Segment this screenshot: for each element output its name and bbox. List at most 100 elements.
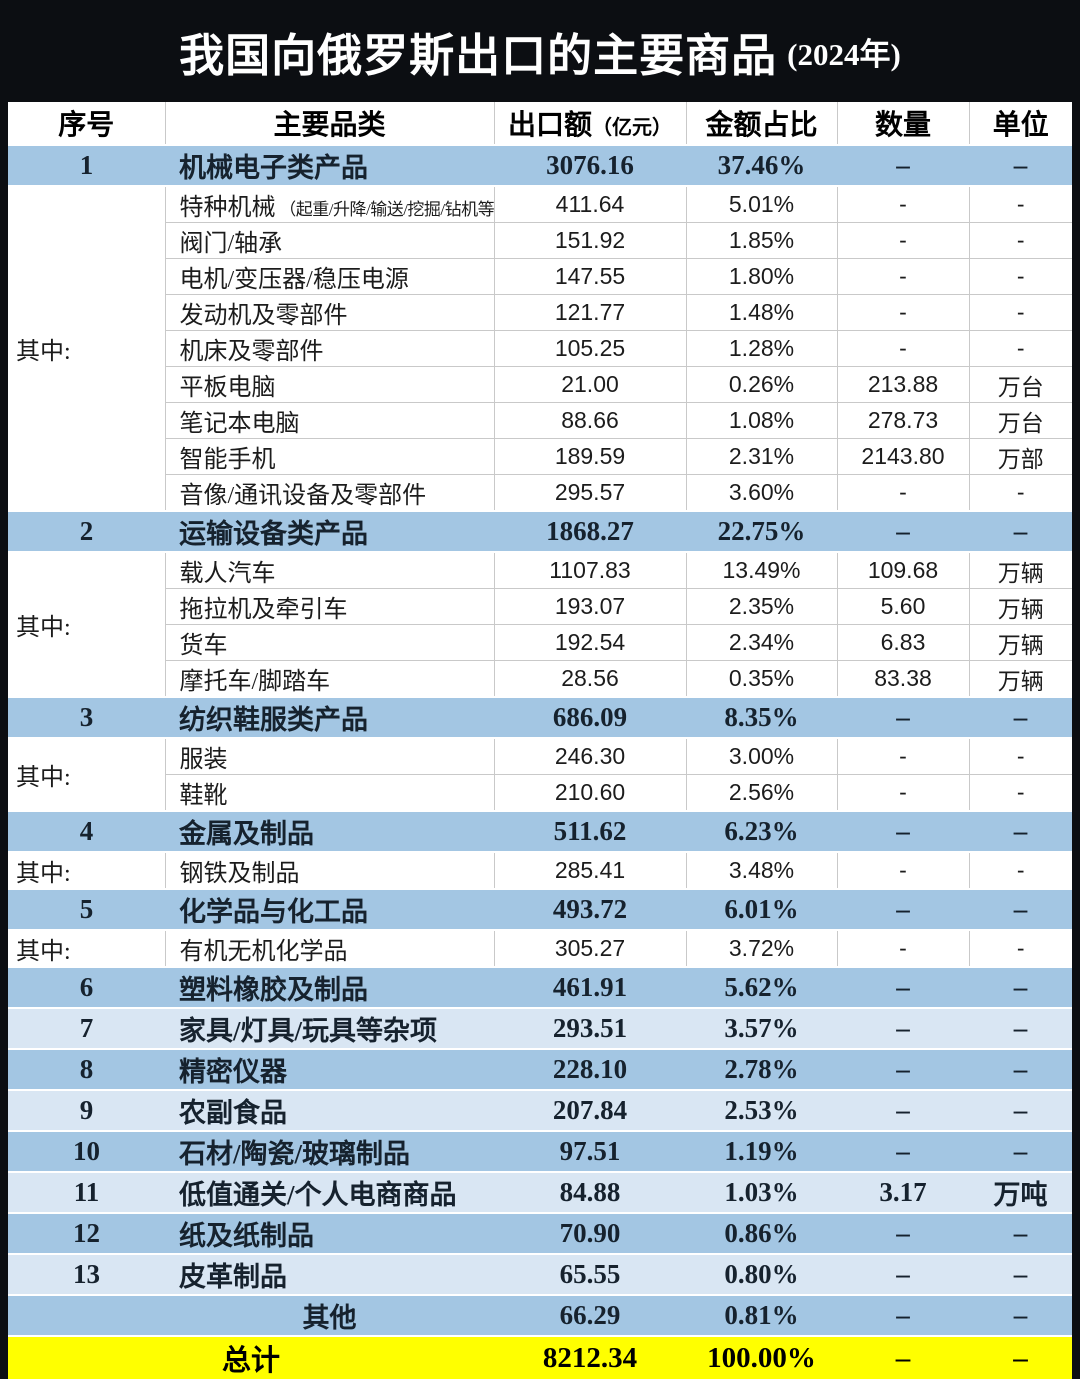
cell-qty: - [836, 222, 970, 259]
cell-category: 石材/陶瓷/玻璃制品 [165, 1130, 494, 1173]
cell-share: 13.49% [685, 551, 838, 589]
cell-category: 笔记本电脑 [165, 402, 495, 439]
cell-unit: – [969, 1130, 1072, 1173]
cell-category: 服装 [164, 737, 495, 775]
cell-qty: 213.88 [836, 366, 970, 403]
cell-unit: - [968, 774, 1072, 812]
cell-share: 2.53% [686, 1089, 837, 1132]
cell-share: 22.75% [686, 510, 837, 553]
cell-qty: - [836, 258, 970, 295]
cell-category: 有机无机化学品 [164, 929, 495, 968]
cell-unit: 万台 [968, 366, 1072, 403]
cell-category: 特种机械 （起重/升降/输送/挖掘/钻机等） [164, 185, 495, 223]
total-value: 8212.34 [494, 1335, 686, 1379]
sub-item-row: 机床及零部件 105.25 1.28% - - [8, 330, 1072, 367]
children-label: 其中: [8, 551, 166, 698]
cell-unit: - [968, 929, 1072, 968]
sub-item-row: 电机/变压器/稳压电源 147.55 1.80% - - [8, 258, 1072, 295]
cell-unit: – [969, 144, 1072, 187]
cell-qty: – [837, 144, 969, 187]
cell-share: 1.03% [686, 1171, 837, 1214]
cell-qty: 2143.80 [836, 438, 970, 475]
category-row: 4 金属及制品 511.62 6.23% – – [8, 810, 1072, 853]
children-label: 其中: [8, 929, 166, 968]
category-row: 3 纺织鞋服类产品 686.09 8.35% – – [8, 696, 1072, 739]
cell-unit: 万辆 [968, 551, 1072, 589]
cell-category: 纺织鞋服类产品 [165, 696, 494, 739]
header-value-unit: （亿元） [592, 117, 672, 139]
cell-category: 塑料橡胶及制品 [165, 966, 494, 1009]
cell-unit: – [969, 696, 1072, 739]
cell-value: 493.72 [494, 888, 686, 931]
header-value: 出口额（亿元） [493, 102, 687, 146]
cell-unit: - [968, 294, 1072, 331]
cell-value: 1107.83 [493, 551, 687, 589]
sub-item-row: 摩托车/脚踏车 28.56 0.35% 83.38 万辆 [8, 660, 1072, 698]
total-qty: – [837, 1335, 969, 1379]
cell-category: 农副食品 [165, 1089, 494, 1132]
cell-value: 246.30 [493, 737, 687, 775]
cell-share: 5.01% [685, 185, 838, 223]
cell-share: 0.35% [685, 660, 838, 698]
cell-category: 货车 [165, 624, 495, 661]
category-row: 5 化学品与化工品 493.72 6.01% – – [8, 888, 1072, 931]
cell-no: 1 [8, 144, 165, 187]
cell-qty: – [837, 1212, 969, 1255]
cell-value: 192.54 [493, 624, 687, 661]
cell-unit: - [968, 737, 1072, 775]
category-row: 12 纸及纸制品 70.90 0.86% – – [8, 1212, 1072, 1255]
total-unit: – [969, 1335, 1072, 1379]
header-qty: 数量 [836, 102, 970, 146]
cell-qty: 109.68 [836, 551, 970, 589]
cell-no: 8 [8, 1048, 165, 1091]
cell-value: 686.09 [494, 696, 686, 739]
cell-category: 发动机及零部件 [165, 294, 495, 331]
cell-value: 97.51 [494, 1130, 686, 1173]
total-share: 100.00% [686, 1335, 837, 1379]
header-row: 序号 主要品类 出口额（亿元） 金额占比 数量 单位 [8, 102, 1072, 146]
cell-no: 9 [8, 1089, 165, 1132]
cell-qty: - [836, 185, 970, 223]
page-title-text: 我国向俄罗斯出口的主要商品 [179, 30, 778, 81]
category-row: 2 运输设备类产品 1868.27 22.75% – – [8, 510, 1072, 553]
cell-unit: – [969, 1294, 1072, 1337]
cell-unit: - [968, 851, 1072, 890]
cell-value: 305.27 [493, 929, 687, 968]
sub-item-row: 发动机及零部件 121.77 1.48% - - [8, 294, 1072, 331]
cell-share: 6.01% [686, 888, 837, 931]
cell-share: 1.19% [686, 1130, 837, 1173]
cell-category: 拖拉机及牵引车 [165, 588, 495, 625]
header-no: 序号 [8, 102, 166, 146]
cell-value: 66.29 [494, 1294, 686, 1337]
cell-share: 2.31% [685, 438, 838, 475]
cell-share: 3.48% [685, 851, 838, 890]
cell-qty: – [837, 1089, 969, 1132]
cell-share: 2.56% [685, 774, 838, 812]
cell-qty: - [836, 474, 970, 512]
cell-no: 6 [8, 966, 165, 1009]
cell-qty: 278.73 [836, 402, 970, 439]
cell-category: 运输设备类产品 [165, 510, 494, 553]
cell-unit: 万辆 [968, 660, 1072, 698]
cell-qty: – [837, 510, 969, 553]
cell-category: 纸及纸制品 [165, 1212, 494, 1255]
cell-category: 鞋靴 [165, 774, 495, 812]
cell-qty: - [836, 294, 970, 331]
cell-value: 151.92 [493, 222, 687, 259]
cell-value: 511.62 [494, 810, 686, 853]
cell-category: 机床及零部件 [165, 330, 495, 367]
cell-category: 钢铁及制品 [164, 851, 495, 890]
cell-category: 阀门/轴承 [165, 222, 495, 259]
cell-qty: – [837, 966, 969, 1009]
cell-qty: – [837, 1294, 969, 1337]
cell-share: 8.35% [686, 696, 837, 739]
cell-qty: – [837, 1130, 969, 1173]
cell-qty: - [836, 737, 970, 775]
export-table-wrap: 序号 主要品类 出口额（亿元） 金额占比 数量 单位 1 机械电子类产品 3076.… [8, 102, 1072, 1379]
category-row: 7 家具/灯具/玩具等杂项 293.51 3.57% – – [8, 1007, 1072, 1050]
sub-item-row: 其中: 特种机械 （起重/升降/输送/挖掘/钻机等） 411.64 5.01% - - [8, 185, 1072, 512]
category-row: 9 农副食品 207.84 2.53% – – [8, 1089, 1072, 1132]
category-row: 11 低值通关/个人电商商品 84.88 1.03% 3.17 万吨 [8, 1171, 1072, 1214]
cell-value: 293.51 [494, 1007, 686, 1050]
cell-value: 207.84 [494, 1089, 686, 1132]
